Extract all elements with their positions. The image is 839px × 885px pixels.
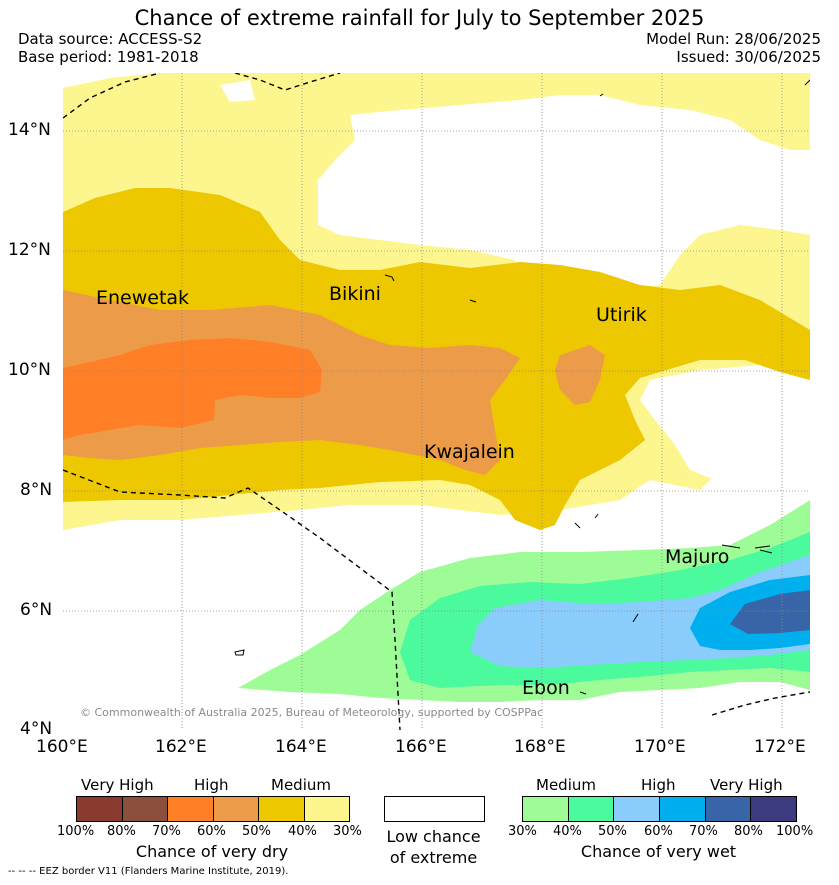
- legend-wet-colorbar: [522, 796, 797, 822]
- legend-dry-swatch-30-40: [304, 797, 349, 821]
- legend-wet-tick: 80%: [734, 824, 763, 839]
- map-area: [63, 73, 810, 730]
- legend-dry-tick: 80%: [107, 824, 136, 839]
- legend-wet-group-high: High: [641, 776, 676, 794]
- lon-tick-170e: 170°E: [634, 737, 686, 757]
- legend-wet-tick: 100%: [776, 824, 814, 839]
- legend-dry-group-high: High: [194, 776, 229, 794]
- legend-dry-swatch-50-60: [213, 797, 259, 821]
- legend-dry-title: Chance of very dry: [135, 842, 289, 861]
- low-chance-hole-east: [640, 365, 810, 480]
- legend-dry-swatch-40-50: [259, 797, 305, 821]
- lat-tick-8n: 8°N: [20, 480, 53, 500]
- place-label-bikini: Bikini: [329, 283, 381, 305]
- eez-border: [63, 73, 810, 730]
- copyright-notice: © Commonwealth of Australia 2025, Bureau…: [80, 706, 544, 719]
- legend-wet-swatch-70-80: [705, 797, 752, 821]
- lon-tick-164e: 164°E: [275, 737, 327, 757]
- legend-wet-swatch-30-40: [523, 797, 569, 821]
- legend-wet-tick: 50%: [598, 824, 627, 839]
- legend-dry-swatch-60-70: [168, 797, 214, 821]
- place-label-enewetak: Enewetak: [96, 287, 190, 309]
- lat-tick-10n: 10°N: [8, 360, 51, 380]
- legend-wet-swatch-60-70: [660, 797, 706, 821]
- lon-tick-166e: 166°E: [395, 737, 447, 757]
- legend-wet-group-very-high: Very High: [710, 776, 783, 794]
- wet-very-high-region: [730, 590, 810, 634]
- islands: [234, 79, 810, 695]
- legend-dry-tick: 70%: [152, 824, 181, 839]
- legend-wet-swatch-50-60: [614, 797, 661, 821]
- legend-dry-tick: 60%: [197, 824, 226, 839]
- lon-tick-172e: 172°E: [754, 737, 806, 757]
- eez-footnote: -- -- -- EEZ border V11 (Flanders Marine…: [8, 866, 289, 877]
- place-label-utirik: Utirik: [596, 304, 647, 326]
- legend-dry-group-medium: Medium: [271, 776, 331, 794]
- legend-wet-tick: 40%: [553, 824, 582, 839]
- data-source: Data source: ACCESS-S2: [18, 30, 203, 48]
- legend-dry-swatch-80-100: [77, 797, 123, 821]
- legend-dry-group-very-high: Very High: [81, 776, 154, 794]
- lon-tick-160e: 160°E: [36, 737, 88, 757]
- dry-high-light-region-east: [555, 345, 605, 405]
- legend-wet-group-medium: Medium: [536, 776, 596, 794]
- legend-dry-colorbar: [76, 796, 350, 822]
- legend-dry-tick: 100%: [57, 824, 95, 839]
- legend-dry-swatch-70-80: [122, 797, 168, 821]
- legend-wet-tick: 30%: [508, 824, 537, 839]
- model-run: Model Run: 28/06/2025: [646, 30, 821, 48]
- base-period: Base period: 1981-2018: [18, 48, 199, 66]
- legend-wet-swatch-80-100: [751, 797, 797, 821]
- map-title: Chance of extreme rainfall for July to S…: [134, 6, 705, 30]
- low-chance-hole-nw: [220, 80, 255, 102]
- legend-wet-tick: 70%: [689, 824, 718, 839]
- legend-dry-tick: 30%: [333, 824, 362, 839]
- legend-low-chance-line2: of extreme: [389, 848, 478, 867]
- place-label-majuro: Majuro: [665, 546, 730, 568]
- lon-tick-162e: 162°E: [155, 737, 207, 757]
- lat-tick-12n: 12°N: [8, 240, 51, 260]
- legend-low-chance-swatch: [384, 796, 485, 822]
- legend-wet-title: Chance of very wet: [580, 842, 737, 861]
- lat-tick-14n: 14°N: [8, 120, 51, 140]
- lon-tick-168e: 168°E: [514, 737, 566, 757]
- legend-dry-tick: 50%: [242, 824, 271, 839]
- place-label-ebon: Ebon: [522, 677, 570, 699]
- place-label-kwajalein: Kwajalein: [424, 441, 515, 463]
- issued-date: Issued: 30/06/2025: [676, 48, 821, 66]
- dry-high-region: [63, 338, 322, 440]
- legend-low-chance-line1: Low chance: [386, 827, 481, 846]
- lat-tick-4n: 4°N: [20, 719, 53, 739]
- legend-wet-swatch-40-50: [568, 797, 615, 821]
- low-chance-hole-nw2: [680, 140, 760, 185]
- legend-dry-tick: 40%: [288, 824, 317, 839]
- legend-wet-tick: 60%: [644, 824, 673, 839]
- lat-tick-6n: 6°N: [20, 600, 53, 620]
